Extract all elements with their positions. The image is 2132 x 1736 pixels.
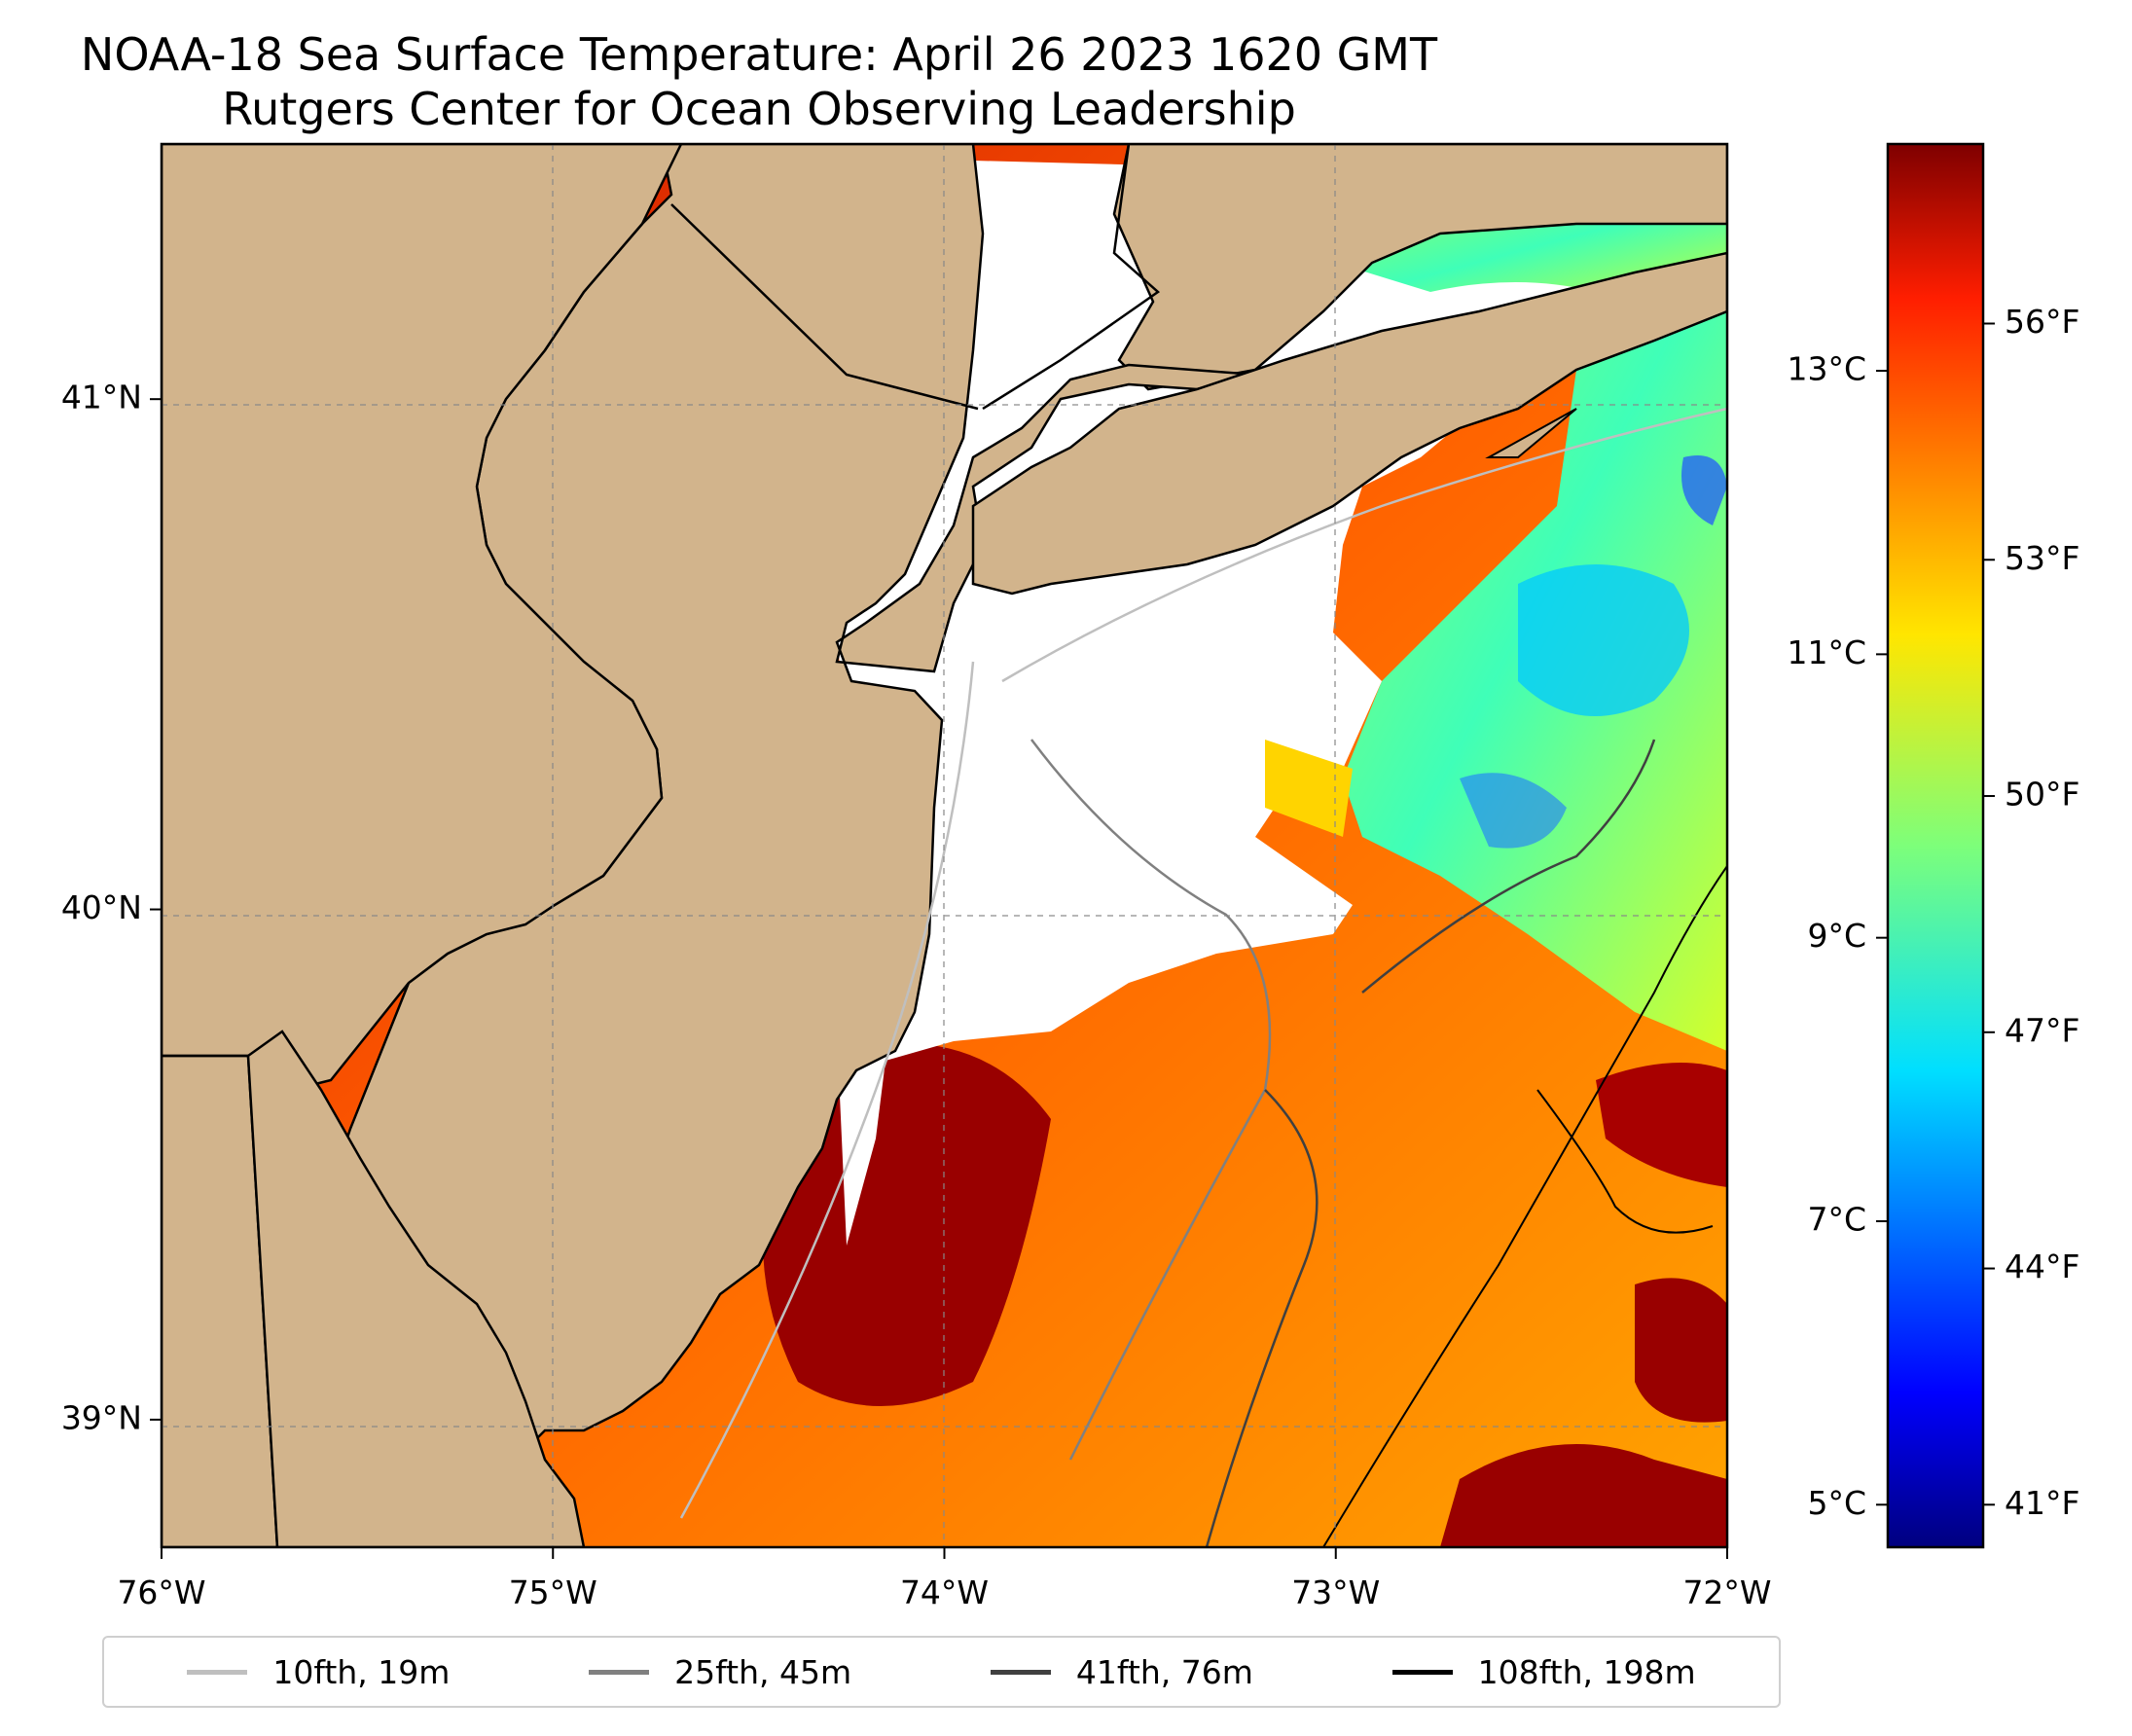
ocean-cold-patch	[1518, 564, 1689, 716]
contour-41fth	[1205, 1089, 1319, 1547]
ocean-hot-patch	[1596, 1063, 1727, 1187]
land-long-island	[971, 251, 1727, 596]
legend-swatch	[589, 1669, 650, 1675]
legend-label: 10fth, 19m	[272, 1652, 451, 1691]
no-data-region	[837, 161, 1727, 1246]
legend-swatch	[1391, 1669, 1453, 1675]
map-panel	[162, 144, 1727, 1547]
legend-item-10fth: 10fth, 19m	[187, 1653, 450, 1691]
map-title-line-1: NOAA-18 Sea Surface Temperature: April 2…	[80, 28, 1438, 81]
longitude-axis: 76°W 75°W 74°W 73°W 72°W	[117, 1547, 1772, 1611]
contour-10fth	[1001, 407, 1727, 683]
contour-108fth	[1322, 865, 1727, 1547]
colorbar-fahrenheit-axis: 56°F 53°F 50°F 47°F 44°F 41°F	[1983, 303, 2079, 1522]
colorbar-c-label: 9°C	[1807, 917, 1866, 955]
ocean-hot-patch	[763, 1042, 1051, 1406]
land-shelter-island	[1485, 408, 1577, 458]
ocean-warm-patch	[1265, 740, 1353, 837]
colorbar	[1886, 142, 1985, 1549]
legend-swatch	[990, 1669, 1051, 1675]
colorbar-f-label: 53°F	[2005, 539, 2079, 577]
contour-10fth	[679, 661, 975, 1519]
legend-item-108fth: 108fth, 198m	[1391, 1652, 1696, 1691]
legend-label: 108fth, 198m	[1477, 1652, 1696, 1691]
latitude-axis: 41°N 40°N 39°N	[61, 379, 162, 1436]
state-boundary-ny-ct	[982, 144, 1161, 411]
legend-item-41fth: 41fth, 76m	[990, 1652, 1253, 1691]
lon-tick-label: 76°W	[117, 1573, 205, 1611]
map-title-line-2: Rutgers Center for Ocean Observing Leade…	[222, 83, 1296, 135]
ocean-cool-water	[1304, 224, 1727, 1051]
ocean-cold-spot	[1460, 773, 1567, 849]
contour-108fth	[1536, 1089, 1714, 1234]
ocean-hot-patch	[1635, 1278, 1727, 1423]
colorbar-c-label: 13°C	[1787, 350, 1866, 388]
colorbar-c-label: 7°C	[1807, 1200, 1866, 1238]
contour-25fth	[1030, 739, 1272, 1461]
state-boundary-ny-nj	[670, 203, 979, 411]
legend-item-25fth: 25fth, 45m	[589, 1653, 851, 1691]
lat-tick-label: 39°N	[61, 1398, 142, 1436]
colorbar-f-label: 44°F	[2005, 1248, 2079, 1285]
lon-tick-label: 72°W	[1682, 1573, 1771, 1611]
lon-tick-label: 74°W	[900, 1573, 989, 1611]
lat-tick-label: 41°N	[61, 379, 142, 416]
colorbar-c-label: 11°C	[1787, 633, 1866, 671]
contour-41fth	[1361, 739, 1656, 994]
colorbar-f-label: 56°F	[2005, 303, 2079, 341]
ocean-cold-spot	[1681, 455, 1727, 525]
legend-label: 41fth, 76m	[1075, 1652, 1253, 1691]
legend-swatch	[187, 1669, 248, 1675]
lon-tick-label: 75°W	[509, 1573, 597, 1611]
colorbar-celsius-axis: 13°C 11°C 9°C 7°C 5°C	[1787, 350, 1888, 1522]
map-gridlines	[162, 144, 1727, 1547]
lon-tick-label: 73°W	[1291, 1573, 1380, 1611]
colorbar-f-label: 41°F	[2005, 1484, 2079, 1522]
ocean-hot-patch	[1440, 1444, 1727, 1547]
lat-tick-label: 40°N	[61, 888, 142, 926]
colorbar-f-label: 50°F	[2005, 776, 2079, 814]
land-cape-may-shore	[246, 1030, 586, 1547]
contour-legend: 10fth, 19m 25fth, 45m 41fth, 76m 108fth,…	[102, 1636, 1781, 1708]
colorbar-f-label: 47°F	[2005, 1011, 2079, 1049]
legend-label: 25fth, 45m	[674, 1652, 852, 1691]
colorbar-c-label: 5°C	[1807, 1484, 1866, 1522]
